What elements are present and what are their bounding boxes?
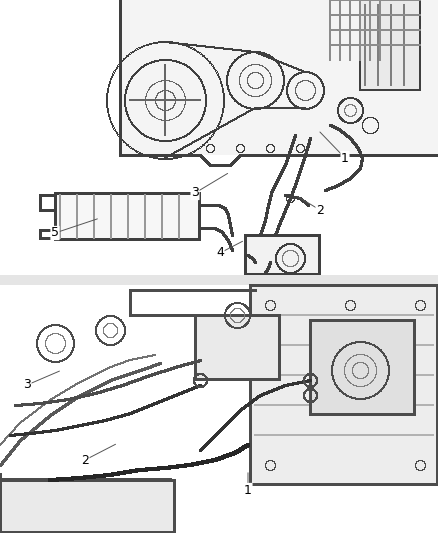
Text: 1: 1 bbox=[244, 483, 252, 497]
Text: 5: 5 bbox=[51, 227, 59, 239]
Text: 3: 3 bbox=[191, 187, 199, 199]
Text: 2: 2 bbox=[81, 454, 89, 466]
Text: 4: 4 bbox=[216, 246, 224, 260]
Text: 1: 1 bbox=[341, 151, 349, 165]
Text: 2: 2 bbox=[316, 204, 324, 216]
Text: 3: 3 bbox=[23, 378, 31, 392]
